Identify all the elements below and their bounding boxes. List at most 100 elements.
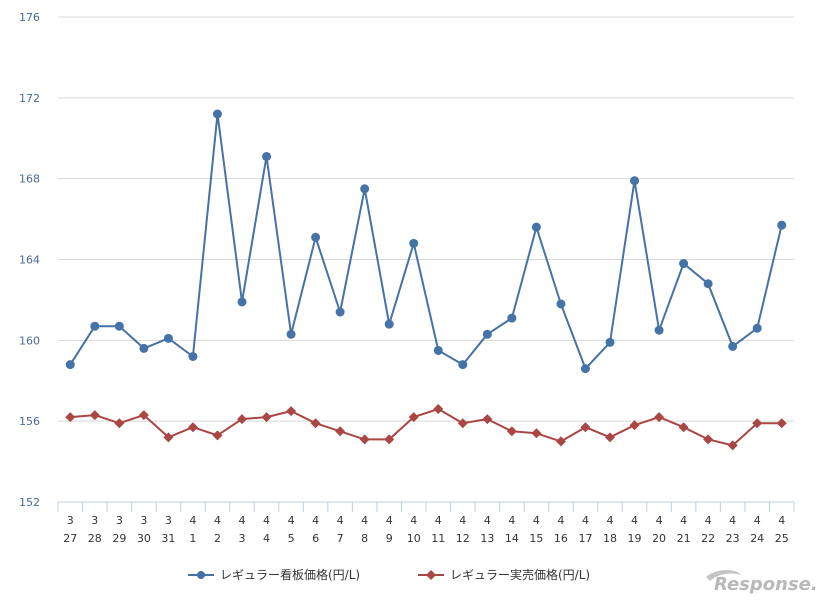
- data-point-series-2[interactable]: [237, 414, 247, 425]
- x-tick-label-day: 21: [677, 532, 691, 545]
- data-point-series-2[interactable]: [335, 426, 346, 437]
- x-tick-label-month: 4: [459, 514, 466, 527]
- data-point-series-2[interactable]: [114, 418, 125, 429]
- data-point-series-1[interactable]: [139, 343, 149, 353]
- x-tick-label-month: 4: [484, 514, 491, 527]
- data-point-series-2[interactable]: [752, 418, 763, 429]
- data-point-series-1[interactable]: [556, 299, 566, 309]
- data-point-series-2[interactable]: [555, 436, 566, 447]
- data-point-series-1[interactable]: [752, 323, 762, 333]
- data-point-series-1[interactable]: [531, 222, 541, 232]
- x-tick-label-day: 20: [652, 532, 666, 545]
- data-point-series-2[interactable]: [359, 434, 370, 445]
- data-point-series-1[interactable]: [384, 319, 394, 329]
- data-point-series-2[interactable]: [678, 422, 689, 433]
- data-point-series-2[interactable]: [163, 432, 174, 443]
- data-point-series-1[interactable]: [163, 333, 173, 343]
- data-point-series-2[interactable]: [776, 418, 787, 429]
- data-point-series-1[interactable]: [237, 297, 247, 307]
- data-point-series-1[interactable]: [212, 109, 222, 119]
- data-point-series-2[interactable]: [310, 418, 321, 429]
- x-tick-label-month: 4: [312, 514, 319, 527]
- data-point-series-1[interactable]: [311, 232, 321, 242]
- x-tick-label-month: 4: [582, 514, 589, 527]
- data-point-series-2[interactable]: [286, 406, 297, 417]
- x-tick-label-day: 28: [88, 532, 102, 545]
- data-point-series-2[interactable]: [457, 418, 468, 429]
- data-point-series-1[interactable]: [679, 259, 689, 269]
- x-tick-label-month: 4: [288, 514, 295, 527]
- x-tick-label-month: 4: [533, 514, 540, 527]
- data-point-series-2[interactable]: [212, 430, 223, 441]
- data-point-series-2[interactable]: [408, 412, 419, 423]
- x-tick-label-month: 3: [165, 514, 172, 527]
- data-point-series-2[interactable]: [482, 414, 493, 425]
- legend-item-series-1[interactable]: レギュラー看板価格(円/L): [188, 567, 360, 582]
- x-tick-label-day: 29: [112, 532, 126, 545]
- y-tick-label: 152: [19, 496, 40, 509]
- data-point-series-2[interactable]: [605, 432, 615, 443]
- data-point-series-2[interactable]: [727, 440, 738, 451]
- data-point-series-2[interactable]: [654, 412, 665, 423]
- data-point-series-1[interactable]: [286, 329, 296, 339]
- data-point-series-1[interactable]: [580, 364, 590, 374]
- data-point-series-1[interactable]: [335, 307, 345, 317]
- x-tick-label-day: 14: [505, 532, 519, 545]
- x-tick-label-day: 1: [189, 532, 196, 545]
- data-point-series-2[interactable]: [629, 420, 640, 431]
- data-point-series-2[interactable]: [138, 410, 149, 421]
- x-tick-label-day: 15: [529, 532, 543, 545]
- x-tick-label-month: 3: [140, 514, 147, 527]
- x-tick-label-day: 13: [480, 532, 494, 545]
- x-tick-label-month: 4: [410, 514, 417, 527]
- x-tick-label-month: 4: [337, 514, 344, 527]
- y-tick-label: 176: [19, 11, 40, 24]
- data-point-series-2[interactable]: [89, 410, 100, 421]
- data-point-series-2[interactable]: [187, 422, 198, 433]
- data-point-series-1[interactable]: [433, 345, 443, 355]
- x-tick-label-day: 8: [361, 532, 368, 545]
- data-point-series-2[interactable]: [506, 426, 517, 437]
- data-point-series-1[interactable]: [605, 337, 615, 347]
- data-point-series-2[interactable]: [703, 434, 714, 445]
- data-point-series-1[interactable]: [777, 220, 787, 230]
- data-point-series-2[interactable]: [433, 404, 444, 415]
- data-point-series-1[interactable]: [630, 176, 640, 186]
- x-tick-label-day: 4: [263, 532, 270, 545]
- data-point-series-2[interactable]: [261, 412, 272, 423]
- y-tick-label: 164: [19, 254, 40, 267]
- data-point-series-1[interactable]: [482, 329, 492, 339]
- x-tick-label-month: 4: [631, 514, 638, 527]
- x-tick-label-day: 27: [63, 532, 77, 545]
- legend-item-series-2[interactable]: レギュラー実売価格(円/L): [418, 567, 590, 582]
- data-point-series-1[interactable]: [188, 352, 198, 361]
- gridlines: [58, 16, 794, 503]
- data-point-series-2[interactable]: [65, 412, 76, 423]
- data-point-series-1[interactable]: [114, 321, 124, 331]
- legend: レギュラー看板価格(円/L) レギュラー実売価格(円/L): [188, 567, 590, 582]
- data-point-series-2[interactable]: [580, 422, 591, 433]
- legend-marker-series-1: [197, 571, 205, 579]
- data-point-series-2[interactable]: [384, 434, 395, 445]
- data-point-series-1[interactable]: [65, 360, 75, 370]
- x-tick-label-day: 9: [386, 532, 393, 545]
- data-point-series-1[interactable]: [728, 341, 738, 351]
- data-point-series-1[interactable]: [360, 184, 370, 194]
- data-point-series-1[interactable]: [703, 279, 713, 289]
- legend-label-series-1: レギュラー看板価格(円/L): [220, 567, 360, 582]
- data-point-series-1[interactable]: [90, 321, 100, 331]
- data-point-series-2[interactable]: [531, 428, 542, 439]
- x-tick-label-day: 23: [726, 532, 740, 545]
- x-axis-ticks: 3273283293303314142434445464748494104114…: [63, 514, 788, 545]
- x-tick-label-month: 4: [214, 514, 221, 527]
- data-point-series-1[interactable]: [262, 151, 272, 161]
- y-tick-label: 168: [19, 173, 40, 186]
- data-point-series-1[interactable]: [458, 360, 468, 370]
- y-axis-ticks: 152 156 160 164 168 172 176: [19, 11, 40, 509]
- data-point-series-1[interactable]: [409, 238, 419, 248]
- data-point-series-1[interactable]: [507, 313, 517, 323]
- x-tick-label-month: 4: [189, 514, 196, 527]
- data-point-series-1[interactable]: [654, 325, 664, 335]
- y-tick-label: 160: [19, 334, 40, 347]
- x-axis: [57, 501, 795, 512]
